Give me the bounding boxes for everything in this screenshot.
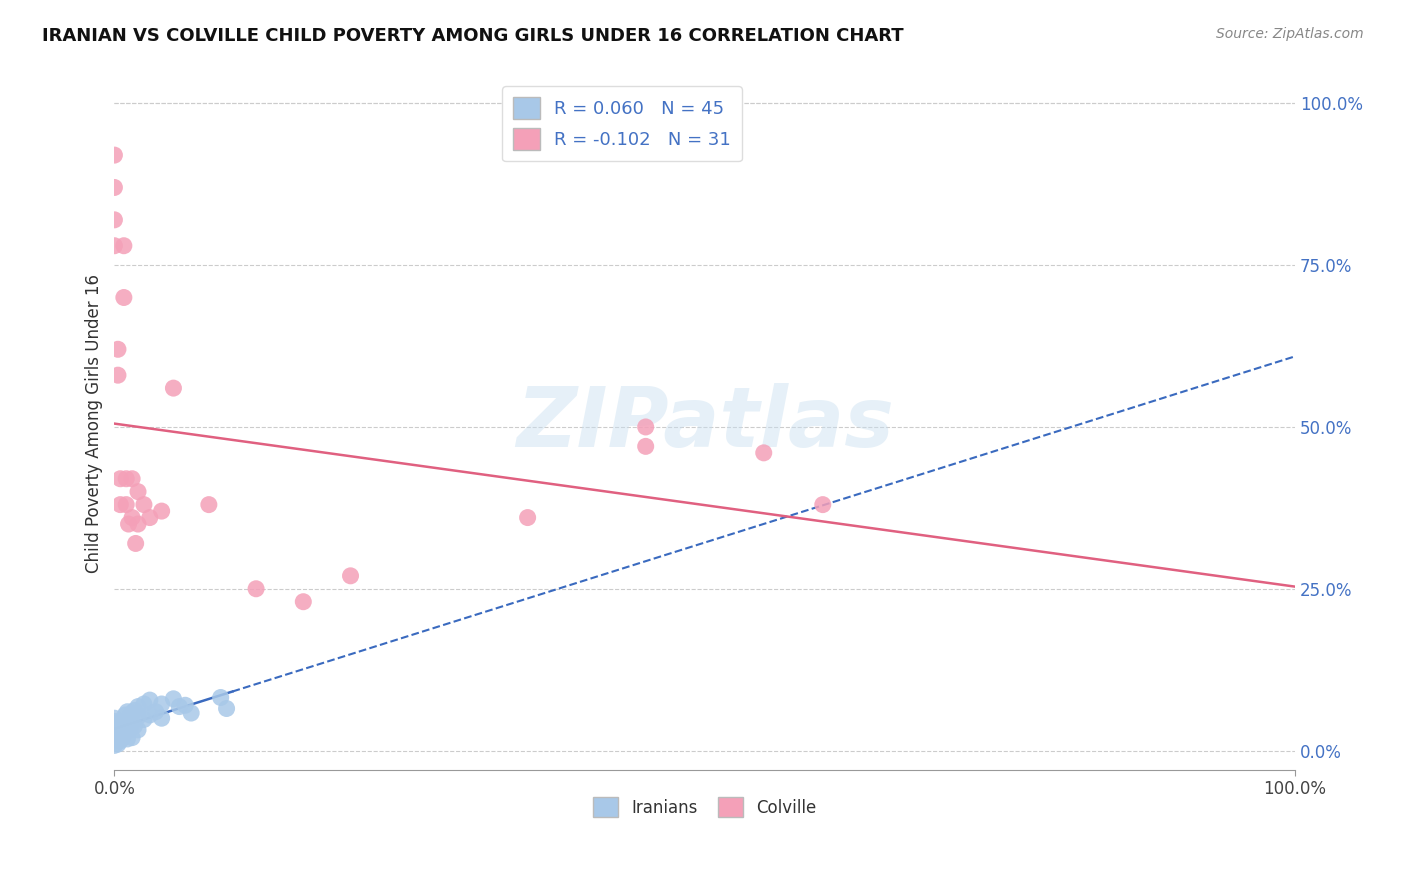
Point (339, 569, 361, 583)
Point (124, 719, 146, 733)
Point (107, 716, 129, 731)
Point (111, 731, 134, 745)
Point (103, 731, 125, 745)
Point (110, 717, 132, 731)
Y-axis label: Child Poverty Among Girls Under 16: Child Poverty Among Girls Under 16 (86, 274, 103, 574)
Point (139, 693, 162, 707)
Point (145, 705, 167, 719)
Point (103, 148, 125, 162)
Point (103, 711, 125, 725)
Point (107, 721, 129, 735)
Point (162, 381, 184, 395)
Point (114, 716, 136, 731)
Point (634, 420, 657, 434)
Point (117, 705, 139, 719)
Point (114, 725, 136, 739)
Point (103, 212, 125, 227)
Point (127, 710, 149, 724)
Point (103, 719, 125, 733)
Point (124, 536, 146, 550)
Point (118, 710, 141, 724)
Point (132, 697, 155, 711)
Point (162, 691, 184, 706)
Point (107, 727, 129, 741)
Point (121, 731, 143, 745)
Point (752, 446, 775, 460)
Point (110, 734, 132, 748)
Point (118, 723, 141, 737)
Point (110, 472, 132, 486)
Point (103, 238, 125, 252)
Point (110, 498, 132, 512)
Point (121, 510, 143, 524)
Point (516, 510, 538, 524)
Point (112, 291, 135, 305)
Point (132, 713, 155, 727)
Point (117, 731, 139, 746)
Point (150, 504, 173, 518)
Point (215, 701, 238, 715)
Point (103, 180, 125, 194)
Point (132, 498, 155, 512)
Point (114, 708, 136, 723)
Point (117, 713, 139, 727)
Point (209, 690, 232, 705)
Legend: Iranians, Colville: Iranians, Colville (586, 790, 823, 824)
Point (127, 723, 149, 737)
Point (117, 721, 139, 735)
Point (174, 698, 197, 713)
Point (139, 708, 162, 723)
Point (103, 714, 125, 729)
Text: Source: ZipAtlas.com: Source: ZipAtlas.com (1216, 27, 1364, 41)
Point (110, 725, 132, 739)
Point (245, 582, 267, 596)
Point (103, 739, 125, 753)
Point (634, 439, 657, 453)
Point (107, 737, 129, 751)
Point (117, 516, 139, 531)
Point (127, 484, 149, 499)
Point (292, 595, 315, 609)
Point (169, 699, 191, 714)
Point (121, 716, 143, 731)
Point (115, 472, 138, 486)
Point (180, 706, 202, 720)
Point (150, 711, 173, 725)
Point (121, 706, 143, 720)
Point (112, 238, 135, 252)
Point (150, 697, 173, 711)
Text: IRANIAN VS COLVILLE CHILD POVERTY AMONG GIRLS UNDER 16 CORRELATION CHART: IRANIAN VS COLVILLE CHILD POVERTY AMONG … (42, 27, 904, 45)
Point (107, 368, 129, 383)
Point (121, 472, 143, 486)
Point (111, 719, 134, 733)
Point (811, 498, 834, 512)
Point (127, 699, 149, 714)
Point (103, 723, 125, 737)
Point (107, 343, 129, 357)
Point (139, 510, 162, 524)
Text: ZIPatlas: ZIPatlas (516, 384, 894, 464)
Point (124, 703, 146, 717)
Point (115, 498, 138, 512)
Point (198, 498, 221, 512)
Point (127, 516, 149, 531)
